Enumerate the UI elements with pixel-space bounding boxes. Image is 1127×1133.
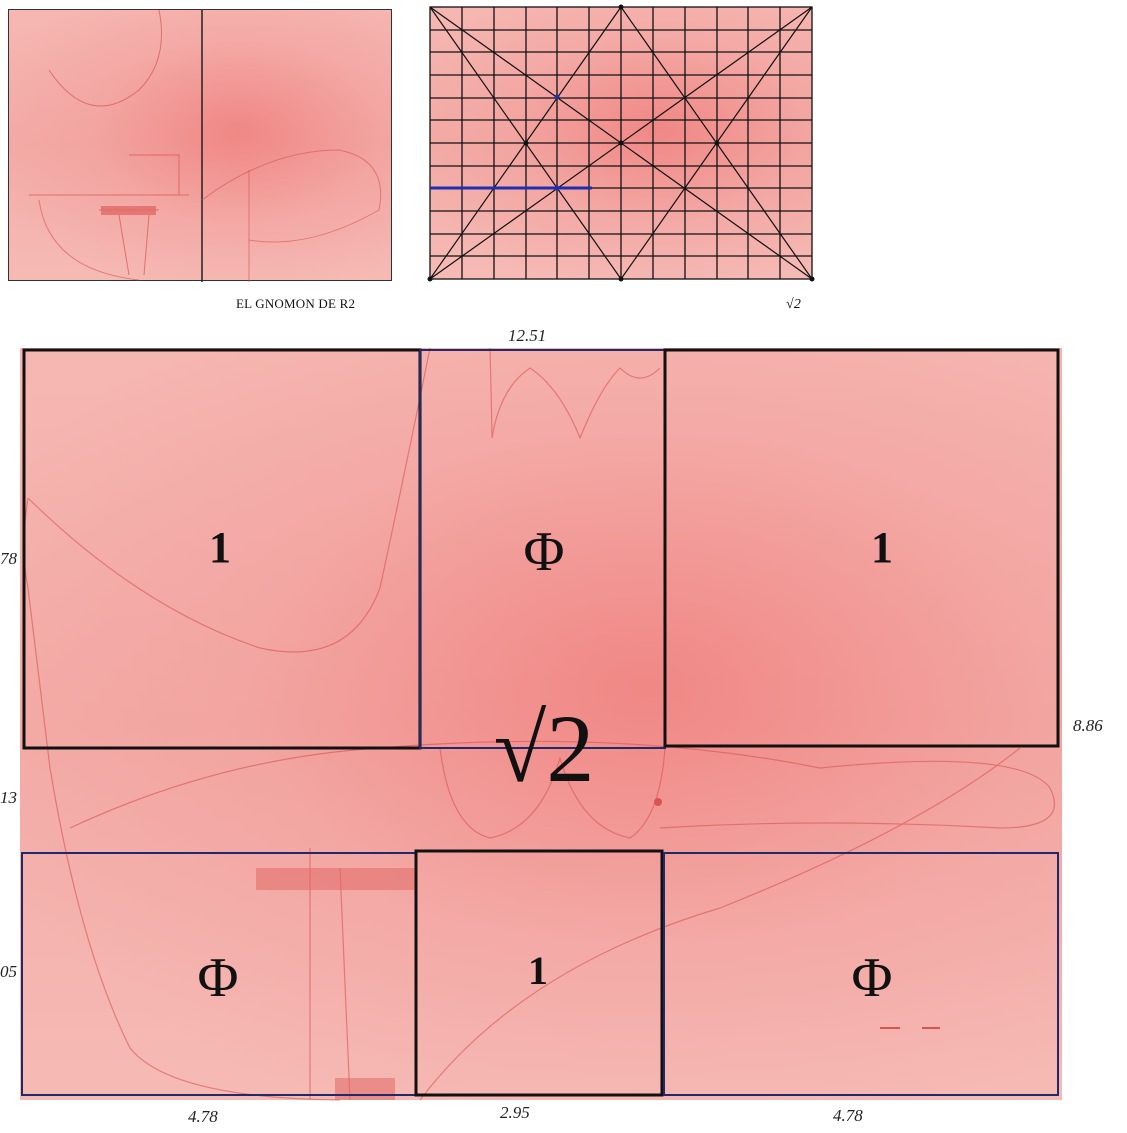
sketch-curve [48,9,162,107]
bottom-dimension-middle: 2.95 [500,1103,530,1122]
upper-middle-label: Φ [524,521,565,583]
root2-grid-panel [427,4,815,282]
sketch-foot-shade [335,1078,395,1100]
proportion-diagram: 1 Φ 1 √2 Φ 1 Φ [20,347,1062,1101]
gnomon-sketch-drawing [29,9,382,282]
root2-grid-drawing [427,4,815,282]
top-dimension: 12.51 [508,326,547,345]
lower-right-label: Φ [852,947,893,1009]
middle-root2-label: √2 [494,695,595,802]
lower-left-label: Φ [198,947,239,1009]
bottom-dimension-left: 4.78 [188,1107,218,1126]
sketch-base-curve [38,199,140,281]
left-dimension-middle: 13 [0,788,17,807]
gnomon-sketch-panel [8,9,392,282]
intersection-points [427,4,815,282]
upper-right-square [663,348,1060,748]
bottom-dimension-right: 4.78 [833,1106,863,1125]
gnomon-caption: EL GNOMON DE R2 [236,296,356,311]
right-dimension: 8.86 [1073,716,1103,735]
sketch-lines [29,154,189,211]
upper-right-label: 1 [871,523,893,572]
left-dimension-top: 78 [0,549,17,568]
background-sketch [23,347,1055,1101]
sketch-block [101,206,156,215]
sketch-block-shade [256,868,416,890]
proportion-diagram-drawing: 1 Φ 1 √2 Φ 1 Φ [21,347,1060,1101]
blue-point-lower [554,185,560,191]
sketch-stem [118,214,150,276]
lower-middle-square [414,849,664,1097]
sketch-loop [201,149,382,243]
left-dimension-bottom: 05 [0,962,17,981]
lower-middle-label: 1 [528,948,548,993]
root2-caption: √2 [786,297,802,312]
sketch-dot [654,798,662,806]
upper-left-label: 1 [209,523,231,572]
blue-point-upper [554,94,560,100]
lower-right-rectangle [663,852,1059,1096]
